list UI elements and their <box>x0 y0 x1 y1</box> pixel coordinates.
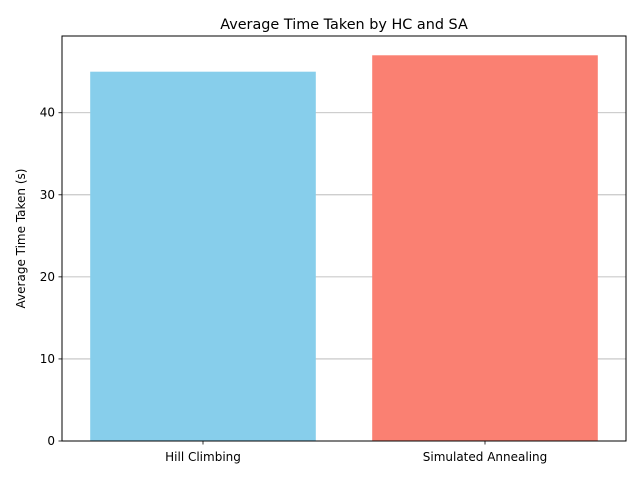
y-tick-label: 0 <box>47 434 55 448</box>
y-axis-label: Average Time Taken (s) <box>14 169 28 309</box>
bar-hill-climbing <box>90 71 316 441</box>
y-tick-label: 10 <box>40 352 55 366</box>
y-axis-ticks: 0 10 20 30 40 <box>40 106 62 448</box>
bars <box>90 55 598 442</box>
chart-title: Average Time Taken by HC and SA <box>220 17 468 33</box>
y-tick-label: 20 <box>40 270 55 284</box>
y-tick-label: 40 <box>40 106 55 120</box>
x-tick-label: Hill Climbing <box>165 450 241 464</box>
x-axis-ticks: Hill Climbing Simulated Annealing <box>165 441 547 464</box>
x-tick-label: Simulated Annealing <box>423 450 548 464</box>
y-tick-label: 30 <box>40 188 55 202</box>
plot-frame <box>61 35 627 442</box>
bar-simulated-annealing <box>372 55 598 442</box>
